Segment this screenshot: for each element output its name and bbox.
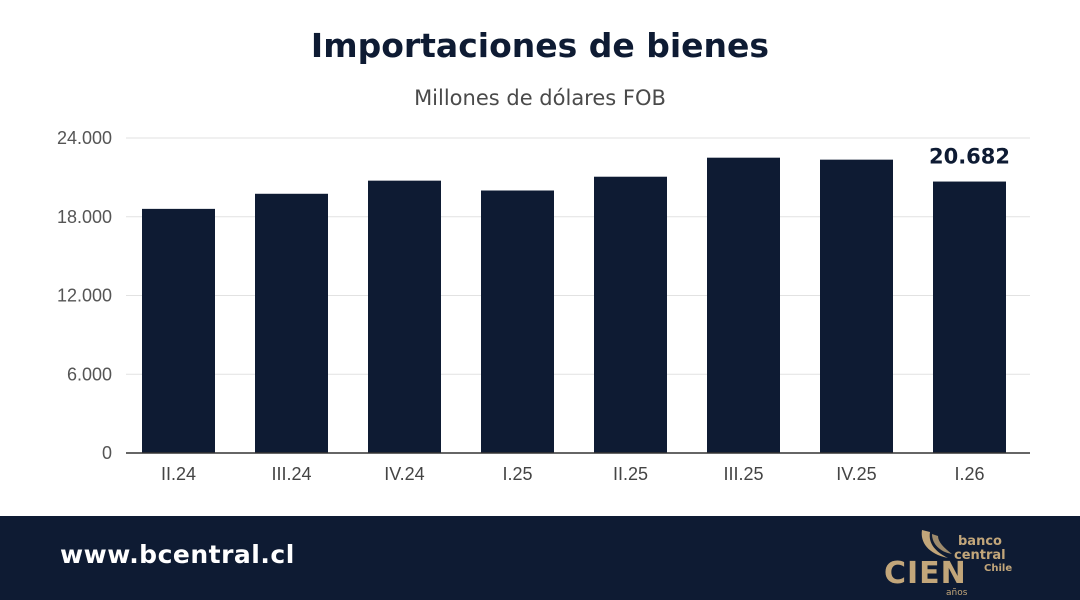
x-tick-label: III.25 (723, 464, 763, 484)
y-tick-label: 6.000 (67, 364, 112, 384)
bar (707, 157, 780, 453)
x-tick-label: I.25 (502, 464, 532, 484)
x-tick-label: I.26 (954, 464, 984, 484)
x-tick-label: IV.24 (384, 464, 424, 484)
y-tick-label: 0 (102, 443, 112, 463)
data-labels: 20.682 (929, 145, 1010, 169)
logo-central-text: central (954, 548, 1006, 563)
data-label: 20.682 (929, 145, 1010, 169)
bar (142, 208, 215, 453)
bar (594, 176, 667, 453)
footer-url[interactable]: www.bcentral.cl (60, 540, 295, 569)
swirl-logo-icon (921, 530, 952, 558)
logo-banco-text: banco (958, 534, 1002, 549)
bar (820, 159, 893, 453)
x-tick-label: III.24 (271, 464, 311, 484)
bar (255, 193, 328, 453)
x-axis-tick-labels: II.24 III.24 IV.24 I.25 II.25 III.25 IV.25 I.26 (161, 464, 985, 484)
y-tick-label: 18.000 (57, 207, 112, 227)
y-tick-label: 12.000 (57, 286, 112, 306)
x-tick-label: II.25 (613, 464, 648, 484)
bar (481, 190, 554, 453)
y-axis-tick-labels: 0 6.000 12.000 18.000 24.000 (57, 128, 112, 463)
logo-chile-text: Chile (984, 563, 1013, 574)
banco-central-logo: banco central Chile CIEN años (880, 522, 1030, 598)
footer-bar: www.bcentral.cl banco central Chile CIEN… (0, 516, 1080, 600)
logo-anos-text: años (946, 588, 968, 598)
x-tick-label: IV.25 (836, 464, 876, 484)
bar (368, 180, 441, 453)
bar (933, 181, 1006, 453)
x-tick-label: II.24 (161, 464, 196, 484)
bars (142, 157, 1006, 453)
y-tick-label: 24.000 (57, 128, 112, 148)
chart-subtitle: Millones de dólares FOB (414, 86, 666, 110)
logo-cien-text: CIEN (884, 556, 967, 591)
bar-chart: 0 6.000 12.000 18.000 24.000 II.24 III.24 IV.2… (57, 128, 1030, 484)
chart-title: Importaciones de bienes (310, 26, 770, 65)
